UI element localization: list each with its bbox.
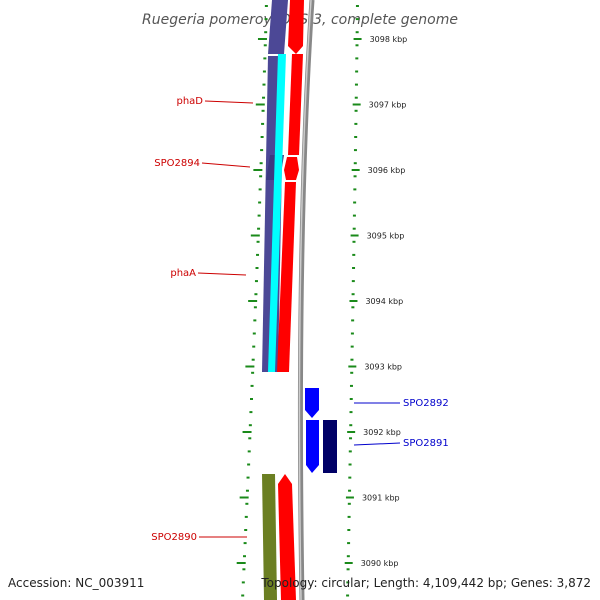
scale-tick-label: 3094 kbp — [365, 297, 403, 306]
gene-label-spo2891: SPO2891 — [403, 438, 449, 449]
leader-line-phad — [204, 100, 254, 104]
scale-labels: 3098 kbp 3097 kbp 3096 kbp 3095 kbp 3094 kbp… — [361, 35, 408, 568]
accession-text: Accession: NC_003911 — [8, 576, 144, 590]
scale-tick-label: 3092 kbp — [363, 428, 401, 437]
scale-tick-label: 3095 kbp — [367, 232, 405, 241]
cyan-gene-phaa — [268, 54, 286, 372]
outer-tick-ring — [344, 5, 362, 597]
leader-line-spo2894 — [201, 162, 251, 168]
red-gene-phaa — [277, 182, 296, 372]
scale-tick-label: 3093 kbp — [364, 363, 402, 372]
scale-tick-label: 3091 kbp — [362, 494, 400, 503]
red-gene-spo2894 — [284, 157, 299, 180]
scale-tick-label: 3090 kbp — [361, 559, 399, 568]
backbone-highlight — [298, 0, 312, 600]
scale-tick-label: 3097 kbp — [369, 101, 407, 110]
olive-gene-spo2890 — [262, 474, 277, 600]
gene-label-spo2894: SPO2894 — [154, 158, 200, 169]
red-gene-spo2890 — [278, 474, 296, 600]
backbone-arc — [297, 0, 315, 600]
scale-tick-label: 3098 kbp — [370, 35, 408, 44]
gene-label-phaa: phaA — [170, 268, 196, 279]
topology-text: Topology: circular; Length: 4,109,442 bp… — [260, 576, 591, 590]
red-gene-top — [288, 0, 304, 54]
gene-label-spo2892: SPO2892 — [403, 398, 449, 409]
inner-tick-ring — [236, 5, 268, 597]
leader-line-spo2891 — [353, 442, 401, 446]
blue-gene-spo2891 — [306, 420, 319, 473]
scale-tick-label: 3096 kbp — [368, 166, 406, 175]
slate-track-upper — [268, 0, 288, 54]
leader-line-phaa — [197, 272, 247, 276]
red-gene-phad — [288, 54, 303, 155]
gene-label-phad: phaD — [176, 96, 203, 107]
navy-gene-spo2891 — [323, 420, 337, 473]
gene-label-spo2890: SPO2890 — [151, 532, 197, 543]
blue-gene-spo2892 — [305, 388, 319, 418]
